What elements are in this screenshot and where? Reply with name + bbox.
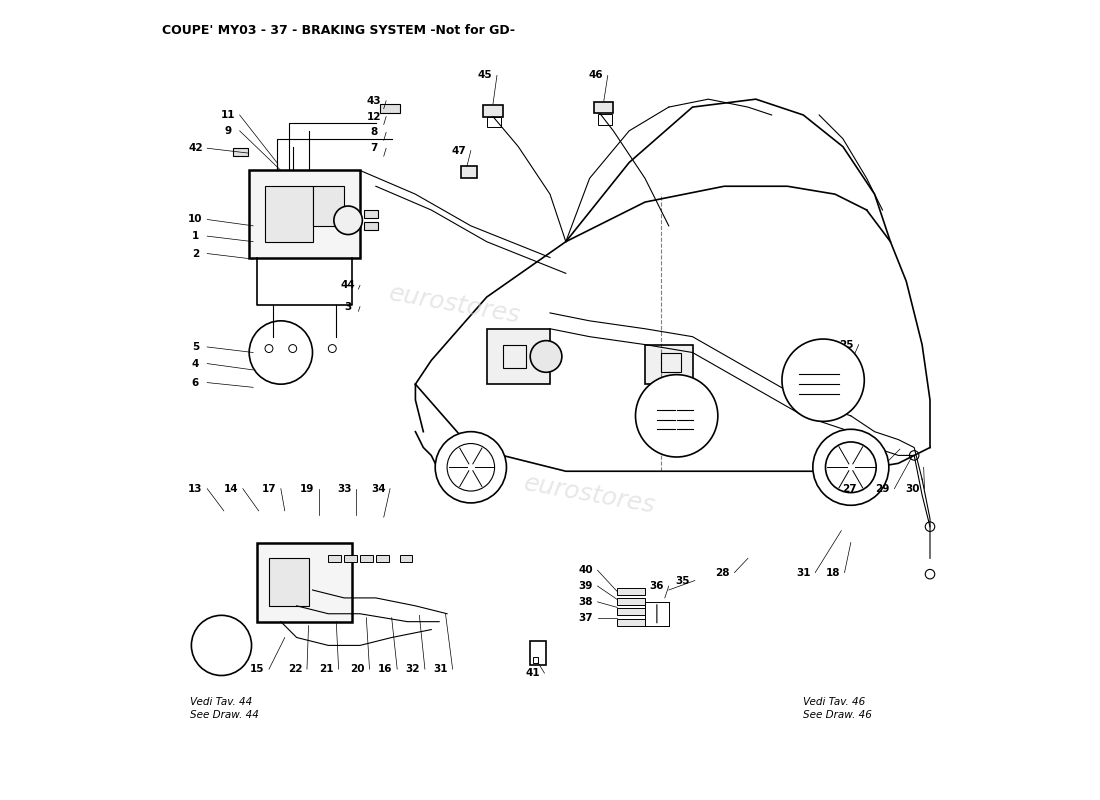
- Text: 38: 38: [579, 597, 593, 607]
- Bar: [265, 186, 312, 242]
- Text: 41: 41: [526, 668, 540, 678]
- Bar: [645, 345, 693, 384]
- Text: 9: 9: [224, 126, 231, 136]
- Bar: [233, 148, 248, 156]
- Bar: [617, 598, 645, 605]
- Text: 36: 36: [650, 581, 664, 591]
- Text: 47: 47: [452, 146, 466, 156]
- Bar: [503, 345, 526, 368]
- Text: 23: 23: [679, 389, 693, 398]
- Text: 30: 30: [905, 484, 920, 494]
- Bar: [270, 558, 308, 606]
- Text: 12: 12: [660, 401, 674, 410]
- Bar: [364, 222, 378, 230]
- Text: 17: 17: [262, 484, 276, 494]
- Bar: [594, 102, 614, 114]
- Text: 25: 25: [839, 339, 854, 350]
- Bar: [257, 542, 352, 622]
- Text: 46: 46: [588, 70, 603, 81]
- Text: 10: 10: [188, 214, 202, 225]
- Circle shape: [530, 341, 562, 372]
- Circle shape: [447, 443, 495, 491]
- Text: 31: 31: [796, 567, 811, 578]
- Text: 42: 42: [188, 143, 202, 154]
- Bar: [486, 329, 550, 384]
- Text: 21: 21: [319, 664, 334, 674]
- Bar: [364, 210, 378, 218]
- Bar: [661, 353, 681, 372]
- Bar: [360, 555, 373, 562]
- Circle shape: [334, 206, 362, 234]
- Text: 35: 35: [675, 575, 691, 586]
- Bar: [617, 608, 645, 615]
- Text: 4: 4: [191, 358, 199, 369]
- Bar: [617, 588, 645, 594]
- Text: 13: 13: [188, 484, 202, 494]
- Text: 18: 18: [825, 567, 840, 578]
- Text: Vedi Tav. 46: Vedi Tav. 46: [803, 697, 866, 707]
- Bar: [461, 166, 477, 178]
- Bar: [376, 555, 388, 562]
- Text: 2: 2: [191, 249, 199, 258]
- Circle shape: [782, 339, 865, 422]
- Bar: [530, 642, 546, 666]
- Text: 3: 3: [344, 302, 352, 311]
- Bar: [344, 555, 356, 562]
- Text: COUPE' MY03 - 37 - BRAKING SYSTEM -Not for GD-: COUPE' MY03 - 37 - BRAKING SYSTEM -Not f…: [162, 24, 515, 37]
- Text: 5: 5: [191, 342, 199, 352]
- Text: See Draw. 46: See Draw. 46: [803, 710, 872, 720]
- Text: 14: 14: [223, 484, 239, 494]
- Text: 1: 1: [191, 231, 199, 241]
- Text: 6: 6: [191, 378, 199, 387]
- Text: 11: 11: [220, 110, 235, 120]
- Text: See Draw. 44: See Draw. 44: [190, 710, 258, 720]
- Circle shape: [636, 374, 718, 457]
- Bar: [483, 105, 503, 117]
- Circle shape: [825, 442, 877, 493]
- Bar: [617, 618, 645, 626]
- Text: 23: 23: [817, 357, 832, 367]
- Text: 44: 44: [341, 280, 355, 290]
- Text: 27: 27: [842, 484, 857, 494]
- Circle shape: [813, 430, 889, 506]
- Circle shape: [436, 432, 506, 503]
- Text: 19: 19: [300, 484, 315, 494]
- Bar: [486, 117, 500, 127]
- Text: 15: 15: [250, 664, 264, 674]
- Text: 11: 11: [647, 389, 662, 398]
- Text: 7: 7: [371, 143, 378, 154]
- Text: 45: 45: [477, 70, 493, 81]
- Bar: [312, 186, 344, 226]
- Text: 31: 31: [433, 664, 448, 674]
- Bar: [250, 170, 360, 258]
- Text: 43: 43: [367, 96, 382, 106]
- Text: 40: 40: [579, 566, 593, 575]
- Text: 29: 29: [876, 484, 890, 494]
- Text: 28: 28: [715, 567, 729, 578]
- Text: 24: 24: [817, 339, 832, 350]
- Bar: [399, 555, 412, 562]
- Text: 8: 8: [371, 127, 378, 138]
- Text: 20: 20: [351, 664, 365, 674]
- Text: Vedi Tav. 44: Vedi Tav. 44: [190, 697, 252, 707]
- Text: 37: 37: [579, 613, 593, 622]
- Text: eurostores: eurostores: [387, 282, 522, 328]
- Bar: [532, 658, 538, 663]
- Text: 26: 26: [839, 357, 854, 367]
- Text: 34: 34: [371, 484, 385, 494]
- Text: 22: 22: [288, 664, 302, 674]
- Text: 33: 33: [337, 484, 351, 494]
- Text: 39: 39: [579, 581, 593, 591]
- Bar: [379, 104, 399, 114]
- Text: 32: 32: [406, 664, 420, 674]
- Text: eurostores: eurostores: [521, 472, 658, 518]
- Bar: [328, 555, 341, 562]
- Text: 24: 24: [689, 401, 704, 410]
- Text: 16: 16: [378, 664, 393, 674]
- Bar: [597, 114, 612, 125]
- Text: 12: 12: [367, 111, 382, 122]
